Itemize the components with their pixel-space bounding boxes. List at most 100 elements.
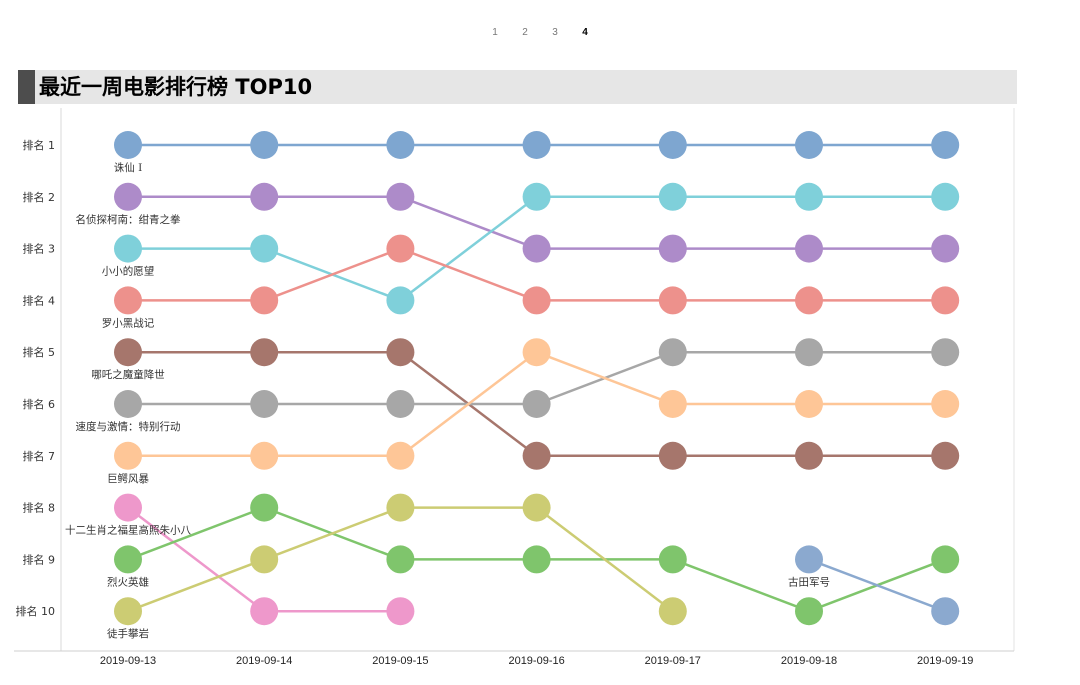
x-tick-label: 2019-09-19 xyxy=(917,655,973,667)
x-tick-label: 2019-09-13 xyxy=(100,655,156,667)
series-line-segment xyxy=(399,351,538,457)
series-line-segment xyxy=(127,506,265,613)
data-point xyxy=(250,131,279,159)
data-point xyxy=(114,597,142,626)
data-point xyxy=(114,131,142,159)
data-point xyxy=(114,234,142,263)
data-point xyxy=(658,441,687,470)
data-point xyxy=(386,131,415,159)
data-point xyxy=(522,131,551,159)
y-tick-label: 排名 7 xyxy=(23,449,56,463)
data-point xyxy=(795,441,823,470)
data-point xyxy=(931,390,960,418)
series-line-segment xyxy=(263,506,401,561)
series-line-segment xyxy=(399,247,538,302)
data-point xyxy=(795,182,823,211)
data-point xyxy=(250,597,279,626)
data-point xyxy=(795,286,823,315)
data-point xyxy=(114,338,142,367)
series-label: 诛仙 I xyxy=(114,161,143,174)
data-point xyxy=(658,286,687,315)
series-line-segment xyxy=(399,195,538,302)
data-point xyxy=(250,338,279,367)
series-label: 古田军号 xyxy=(788,575,830,588)
data-point xyxy=(795,597,823,626)
x-tick-label: 2019-09-17 xyxy=(645,655,701,667)
series-label: 烈火英雄 xyxy=(107,575,149,588)
data-point xyxy=(658,545,687,574)
data-point xyxy=(658,338,687,367)
data-point xyxy=(250,441,279,470)
data-point xyxy=(522,286,551,315)
data-point xyxy=(795,338,823,367)
x-tick-label: 2019-09-14 xyxy=(236,655,292,667)
data-point xyxy=(522,493,551,522)
data-point xyxy=(931,182,960,211)
data-point xyxy=(386,234,415,263)
data-point xyxy=(250,545,279,574)
data-point xyxy=(658,131,687,159)
data-point xyxy=(658,234,687,263)
series-label: 罗小黑战记 xyxy=(102,317,155,329)
y-tick-label: 排名 9 xyxy=(23,552,56,566)
data-point xyxy=(522,182,551,211)
data-point xyxy=(522,545,551,574)
x-tick-label: 2019-09-18 xyxy=(781,655,837,667)
x-tick-label: 2019-09-15 xyxy=(372,655,428,667)
data-point xyxy=(250,390,279,418)
data-point xyxy=(250,234,279,263)
data-point xyxy=(795,131,823,159)
series-label: 哪吒之魔童降世 xyxy=(91,368,165,381)
data-point xyxy=(250,286,279,315)
page-3-link[interactable]: 3 xyxy=(552,27,558,38)
series-line-segment xyxy=(672,558,810,613)
data-point xyxy=(658,182,687,211)
data-point xyxy=(931,545,960,574)
data-point xyxy=(658,597,687,626)
data-point xyxy=(114,545,142,574)
data-point xyxy=(386,441,415,470)
data-point xyxy=(931,441,960,470)
data-point xyxy=(250,182,279,211)
data-point xyxy=(658,390,687,418)
data-point xyxy=(386,286,415,315)
series-line-segment xyxy=(127,506,265,561)
x-tick-label: 2019-09-16 xyxy=(508,655,564,667)
y-tick-label: 排名 1 xyxy=(23,138,56,152)
series-line-segment xyxy=(263,247,401,302)
page-1-link[interactable]: 1 xyxy=(492,27,498,38)
chart-title: 最近一周电影排行榜 TOP10 xyxy=(39,75,313,99)
y-tick-label: 排名 10 xyxy=(16,604,56,618)
data-point xyxy=(931,338,960,367)
series-line-segment xyxy=(535,506,674,613)
series-label: 巨鳄风暴 xyxy=(107,472,149,485)
series-line-segment xyxy=(127,558,265,613)
series-line-segment xyxy=(399,195,538,250)
page-4-link[interactable]: 4 xyxy=(582,27,588,38)
data-point xyxy=(386,597,415,626)
y-tick-label: 排名 6 xyxy=(23,397,56,411)
y-tick-label: 排名 4 xyxy=(23,293,56,307)
data-point xyxy=(931,234,960,263)
data-point xyxy=(522,390,551,418)
y-tick-label: 排名 3 xyxy=(23,242,56,256)
data-point xyxy=(522,441,551,470)
data-point xyxy=(386,390,415,418)
data-point xyxy=(386,545,415,574)
data-point xyxy=(114,493,142,522)
data-point xyxy=(114,390,142,418)
data-point xyxy=(386,338,415,367)
data-point xyxy=(522,338,551,367)
data-point xyxy=(386,493,415,522)
data-point xyxy=(250,493,279,522)
series-label: 名侦探柯南：绀青之拳 xyxy=(76,213,181,226)
series-line-segment xyxy=(536,351,674,406)
pagination: 1 2 3 4 xyxy=(480,27,600,43)
series-label: 徒手攀岩 xyxy=(107,627,149,640)
y-tick-label: 排名 5 xyxy=(23,345,56,359)
series-line-segment xyxy=(808,558,946,613)
page-2-link[interactable]: 2 xyxy=(522,27,528,38)
data-point xyxy=(931,286,960,315)
title-accent xyxy=(18,70,35,104)
